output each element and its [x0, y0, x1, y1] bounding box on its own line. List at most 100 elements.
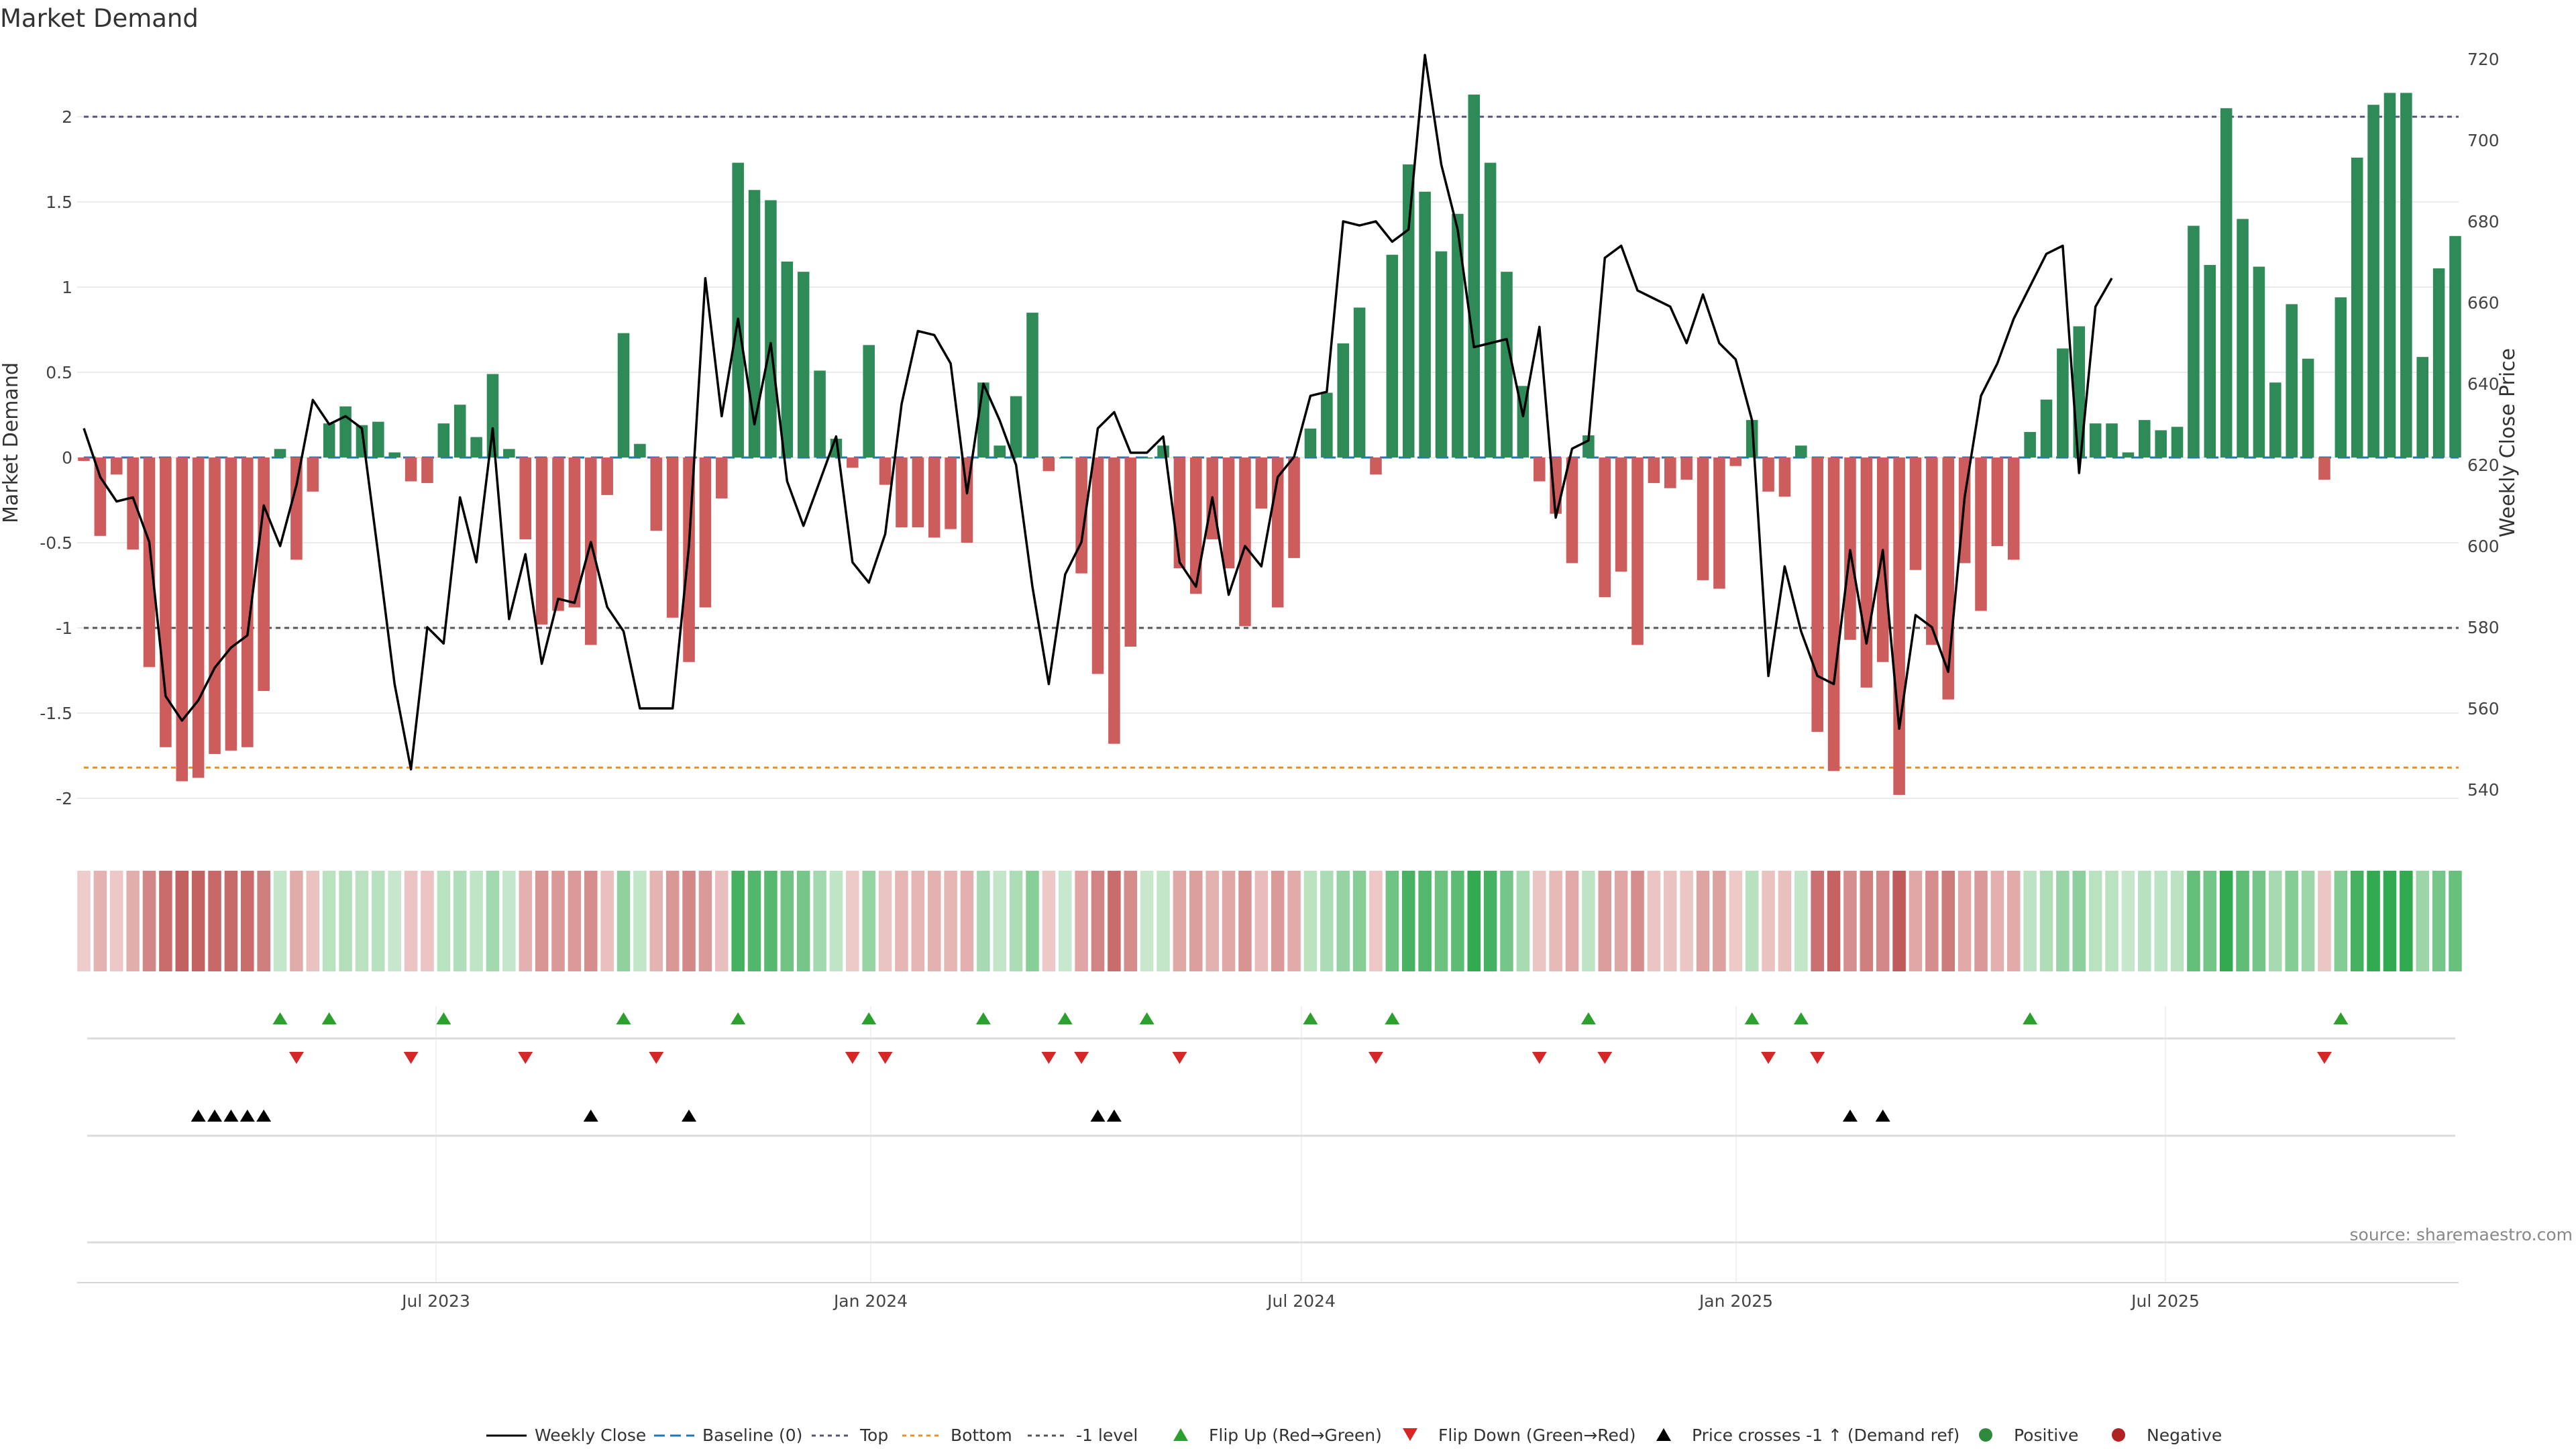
heat-cell: [1336, 871, 1350, 971]
heat-cell: [273, 871, 287, 971]
heat-cell: [470, 871, 483, 971]
heat-cell: [1075, 871, 1088, 971]
flip-up-marker: [1385, 1012, 1400, 1024]
demand-bar: [2089, 423, 2102, 458]
heat-cell: [1827, 871, 1841, 971]
heat-cell: [1925, 871, 1939, 971]
heat-cell: [2350, 871, 2364, 971]
x-tick-label: Jul 2023: [400, 1291, 470, 1311]
legend-item: Baseline (0): [654, 1426, 802, 1445]
demand-bars: [78, 93, 2461, 795]
demand-bar: [1353, 307, 1366, 458]
demand-bar: [453, 405, 466, 458]
heat-cell: [502, 871, 516, 971]
heat-cell: [2318, 871, 2331, 971]
demand-bar: [699, 458, 712, 608]
legend-item: Bottom: [902, 1426, 1012, 1445]
flip-up-marker: [321, 1012, 337, 1024]
y-axis-label: Market Demand: [0, 362, 23, 523]
heat-cell: [1467, 871, 1481, 971]
heat-cell: [2269, 871, 2282, 971]
demand-bar: [339, 406, 352, 458]
heat-cell: [1909, 871, 1923, 971]
flip-up-marker: [1139, 1012, 1155, 1024]
legend-label: Weekly Close: [535, 1426, 646, 1445]
demand-bar: [2057, 348, 2069, 458]
demand-bar: [1108, 458, 1120, 744]
demand-bar: [1452, 213, 1464, 458]
flip-down-marker: [1761, 1052, 1776, 1064]
heat-cell: [1565, 871, 1579, 971]
heat-cell: [2138, 871, 2151, 971]
demand-bar: [2367, 105, 2379, 458]
heat-cell: [1434, 871, 1448, 971]
y-tick-label: 0.5: [46, 363, 72, 382]
y-tick-label: -0.5: [40, 533, 72, 553]
demand-bar: [1042, 458, 1055, 472]
flip-up-marker: [436, 1012, 451, 1024]
heat-cell: [1124, 871, 1138, 971]
heat-cell: [911, 871, 925, 971]
heat-cell: [862, 871, 875, 971]
demand-bar: [2286, 304, 2298, 458]
heat-cell: [2023, 871, 2037, 971]
demand-bar: [2155, 430, 2167, 458]
demand-bar: [535, 458, 548, 625]
heat-cell: [1729, 871, 1743, 971]
demand-bar: [1680, 458, 1693, 480]
heat-cell: [698, 871, 712, 971]
demand-bar: [879, 458, 892, 485]
heat-cell: [780, 871, 794, 971]
demand-bar: [863, 345, 875, 458]
price-cross-marker: [1106, 1110, 1122, 1122]
heat-cell: [2252, 871, 2266, 971]
heat-cell: [993, 871, 1006, 971]
demand-bar: [2106, 423, 2118, 458]
heat-cell: [2383, 871, 2397, 971]
flip-down-marker: [2316, 1052, 2332, 1064]
demand-bar: [2269, 382, 2282, 458]
heat-cell: [2285, 871, 2298, 971]
heat-cell: [715, 871, 729, 971]
heat-cell: [1238, 871, 1252, 971]
heat-cell: [846, 871, 859, 971]
demand-bar: [1239, 458, 1251, 627]
demand-bar: [1255, 458, 1268, 509]
demand-bar: [666, 458, 679, 618]
demand-bar: [1697, 458, 1709, 580]
x-tick-label: Jul 2025: [2130, 1291, 2200, 1311]
demand-bar: [634, 443, 646, 458]
legend-item: Positive: [1979, 1426, 2078, 1445]
y2-tick-label: 620: [2467, 455, 2500, 475]
flip-markers: [87, 1012, 2455, 1064]
heat-cell: [159, 871, 172, 971]
heat-cell: [747, 871, 761, 971]
heat-cell: [1369, 871, 1383, 971]
legend-item: Top: [812, 1426, 888, 1445]
y2-tick-label: 680: [2467, 212, 2500, 231]
heat-cell: [306, 871, 320, 971]
y-tick-label: 0: [62, 448, 72, 468]
flip-down-marker: [1597, 1052, 1613, 1064]
flip-down-marker: [1172, 1052, 1187, 1064]
legend-label: Positive: [2014, 1426, 2078, 1445]
flip-up-marker: [1057, 1012, 1073, 1024]
heat-cell: [224, 871, 238, 971]
y-tick-label: -1.5: [40, 704, 72, 723]
demand-bar: [1648, 458, 1660, 484]
demand-bar: [1975, 458, 1987, 611]
demand-bar: [307, 458, 319, 492]
price-cross-marker: [583, 1110, 598, 1122]
demand-bar: [1337, 343, 1349, 458]
heat-cell: [77, 871, 91, 971]
legend-label: Flip Up (Red→Green): [1209, 1426, 1382, 1445]
price-cross-marker: [223, 1110, 239, 1122]
heat-cell: [1026, 871, 1039, 971]
heat-cell: [977, 871, 990, 971]
demand-bar: [2432, 268, 2445, 458]
demand-bar: [486, 374, 499, 458]
demand-bar: [143, 458, 156, 667]
demand-bar: [1370, 458, 1382, 475]
demand-bar: [470, 437, 482, 458]
demand-bar: [1778, 458, 1791, 497]
